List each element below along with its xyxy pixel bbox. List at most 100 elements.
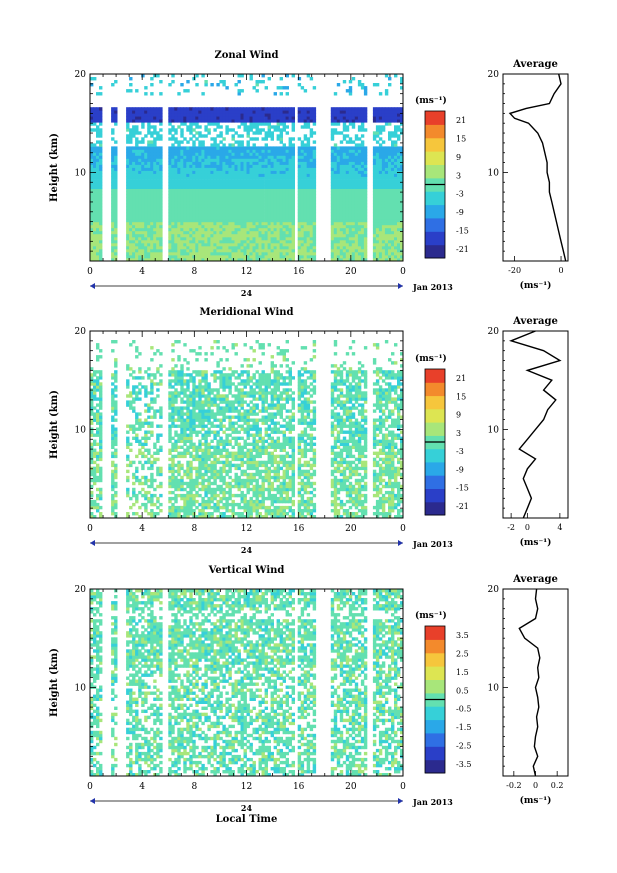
heatmap-cell	[132, 203, 136, 208]
heatmap-cell	[357, 173, 362, 177]
heatmap-cell	[375, 161, 380, 165]
heatmap-cell	[90, 433, 94, 437]
heatmap-cell	[141, 167, 145, 171]
heatmap-cell	[255, 176, 259, 180]
heatmap-cell	[397, 158, 401, 162]
heatmap-cell	[138, 236, 142, 241]
heatmap-cell	[219, 164, 223, 168]
heatmap-cell	[201, 191, 205, 195]
heatmap-cell	[201, 179, 205, 183]
heatmap-cell	[391, 239, 395, 244]
heatmap-cell	[270, 134, 274, 138]
heatmap-cell	[147, 221, 151, 226]
heatmap-cell	[372, 212, 377, 217]
heatmap-cell	[394, 197, 398, 202]
heatmap-cell	[381, 252, 386, 256]
heatmap-cell	[228, 197, 232, 202]
heatmap-cell	[339, 119, 344, 123]
heatmap-cell	[351, 203, 356, 208]
heatmap-cell	[384, 158, 389, 162]
heatmap-cell	[171, 454, 175, 459]
heatmap-cell	[375, 221, 380, 226]
heatmap-cell	[207, 242, 211, 247]
heatmap-cell	[261, 179, 265, 183]
heatmap-cell	[129, 194, 133, 198]
heatmap-cell	[342, 152, 347, 156]
heatmap-cell	[285, 203, 289, 208]
heatmap-cell	[180, 252, 184, 256]
heatmap-cell	[144, 409, 148, 413]
heatmap-cell	[312, 203, 317, 208]
heatmap-cell	[342, 116, 347, 120]
heatmap-cell	[309, 179, 314, 183]
heatmap-cell	[231, 107, 235, 111]
heatmap-cell	[219, 221, 223, 226]
heatmap-cell	[138, 239, 142, 244]
heatmap-cell	[111, 206, 115, 211]
heatmap-cell	[222, 188, 226, 192]
heatmap-cell	[288, 252, 292, 256]
heatmap-cell	[381, 197, 386, 202]
heatmap-cell	[394, 116, 398, 120]
heatmap-cell	[90, 472, 94, 477]
heatmap-cell	[126, 203, 130, 208]
heatmap-cell	[111, 499, 115, 504]
heatmap-cell	[243, 258, 247, 262]
heatmap-cell	[234, 116, 238, 120]
heatmap-cell	[354, 191, 359, 195]
heatmap-cell	[400, 158, 404, 162]
heatmap-cell	[303, 89, 308, 93]
heatmap-cell	[144, 149, 148, 153]
heatmap-cell	[303, 137, 308, 141]
heatmap-cell	[397, 200, 401, 205]
heatmap-cell	[135, 131, 139, 135]
heatmap-cell	[357, 155, 362, 159]
heatmap-cell	[225, 188, 229, 192]
heatmap-cell	[282, 215, 286, 220]
heatmap-cell	[261, 206, 265, 211]
heatmap-cell	[333, 203, 338, 208]
heatmap-cell	[135, 173, 139, 177]
heatmap-cell	[282, 155, 286, 159]
heatmap-cell	[96, 116, 100, 120]
heatmap-cell	[156, 439, 160, 443]
heatmap-cell	[309, 248, 314, 253]
heatmap-cell	[354, 179, 359, 183]
heatmap-cell	[93, 230, 97, 235]
heatmap-cell	[96, 242, 100, 247]
heatmap-cell	[388, 203, 392, 208]
heatmap-cell	[99, 466, 103, 471]
heatmap-cell	[99, 415, 103, 419]
heatmap-cell	[391, 191, 395, 195]
heatmap-cell	[309, 185, 314, 189]
heatmap-cell	[213, 122, 217, 126]
heatmap-cell	[345, 140, 350, 144]
heatmap-cell	[126, 206, 130, 211]
heatmap-cell	[150, 466, 154, 471]
heatmap-cell	[93, 391, 97, 395]
heatmap-cell	[303, 116, 308, 120]
heatmap-cell	[243, 209, 247, 214]
heatmap-cell	[288, 176, 292, 180]
heatmap-cell	[330, 164, 335, 168]
heatmap-cell	[171, 215, 175, 220]
heatmap-cell	[159, 227, 163, 232]
heatmap-cell	[93, 505, 97, 510]
heatmap-cell	[234, 258, 238, 262]
heatmap-cell	[273, 258, 277, 262]
heatmap-cell	[168, 391, 172, 395]
heatmap-cell	[336, 206, 341, 211]
heatmap-cell	[397, 197, 401, 202]
heatmap-cell	[225, 107, 229, 111]
heatmap-cell	[336, 233, 341, 238]
heatmap-cell	[258, 170, 262, 174]
heatmap-cell	[312, 176, 317, 180]
heatmap-cell	[153, 252, 157, 256]
heatmap-cell	[375, 140, 380, 144]
heatmap-cell	[189, 252, 193, 256]
heatmap-cell	[276, 173, 280, 177]
heatmap-cell	[303, 167, 308, 171]
heatmap-cell	[267, 188, 271, 192]
heatmap-cell	[357, 158, 362, 162]
